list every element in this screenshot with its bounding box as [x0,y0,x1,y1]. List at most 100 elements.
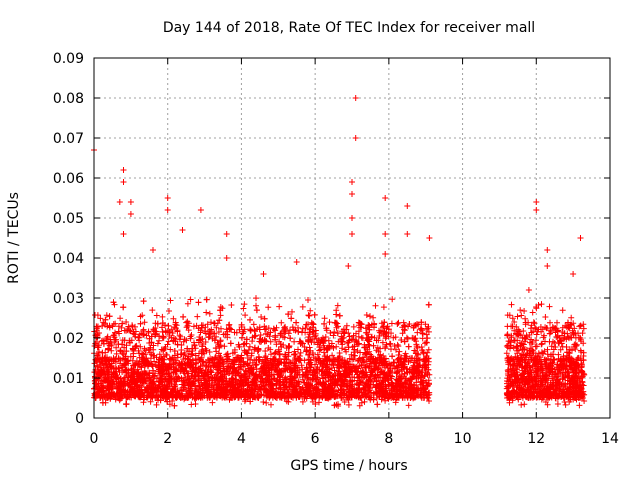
data-point [258,314,265,320]
data-point [268,401,274,408]
data-point [388,330,394,337]
data-point [217,304,224,310]
data-point [111,334,118,341]
data-point [246,343,253,350]
data-point [187,335,194,342]
data-point [103,357,110,364]
data-point [184,300,191,307]
data-point [194,313,201,320]
data-point [374,401,381,408]
data-point [340,334,347,341]
data-point [417,326,424,333]
data-point [137,343,144,350]
data-point [151,358,158,365]
data-point [147,398,154,405]
data-point [404,335,411,342]
data-point [169,398,176,404]
data-point [188,332,195,338]
data-point [141,319,148,326]
data-point [412,349,419,355]
data-point [299,366,306,373]
data-point [136,337,143,344]
data-point [422,321,429,328]
data-point [148,339,155,346]
data-point [149,307,156,314]
data-point [206,349,213,355]
data-point [414,329,421,336]
data-point [137,320,144,327]
data-point [345,401,352,408]
data-point [289,308,295,315]
data-point [389,296,396,303]
data-point [301,344,308,350]
data-point [268,351,274,358]
data-point [388,320,395,327]
data-point [326,319,333,326]
data-point [334,302,341,309]
data-point [291,338,298,345]
data-point [379,324,386,331]
data-point [262,348,269,354]
data-point [218,325,224,332]
data-point [287,335,294,342]
data-point [395,319,402,326]
data-point [276,303,283,310]
data-point [221,343,228,350]
data-point [261,326,268,333]
data-point [383,341,390,348]
data-point [187,296,194,303]
data-point [123,401,130,408]
data-point [208,319,214,326]
data-point [174,351,181,357]
data-point [299,398,306,405]
data-point [422,340,428,347]
data-point [216,343,223,350]
data-point [358,378,365,385]
data-point [248,327,254,334]
data-point [164,341,171,348]
data-point [333,324,340,331]
data-point [140,298,147,305]
data-point [396,348,403,355]
data-point [302,325,309,332]
data-point [394,341,401,348]
data-point [257,332,264,338]
data-point [424,325,431,332]
data-point [306,312,313,319]
data-point [365,341,372,348]
data-point [360,374,367,381]
data-point [117,315,124,322]
data-point [278,319,285,326]
data-point [270,325,277,332]
data-point [106,313,113,320]
data-point [288,315,295,322]
data-point [317,346,324,353]
data-point [370,314,377,321]
data-point [92,312,98,318]
data-point [333,311,340,318]
data-point [382,345,389,352]
data-point [214,320,221,327]
data-points [91,95,588,409]
data-point [297,349,304,356]
data-point [522,315,529,322]
data-point [202,339,209,345]
data-point [363,312,370,318]
data-point [209,383,216,390]
data-point [409,334,416,341]
data-point [405,402,412,409]
data-point [140,331,147,338]
data-point [108,356,115,363]
data-point [426,398,432,404]
data-point [405,343,412,350]
data-point [153,312,160,319]
data-point [423,339,430,346]
data-point [110,332,117,339]
data-point [188,401,195,408]
data-point [160,334,167,341]
data-point [228,302,235,308]
data-point [153,401,160,408]
data-point [206,310,213,317]
data-point [322,334,329,340]
